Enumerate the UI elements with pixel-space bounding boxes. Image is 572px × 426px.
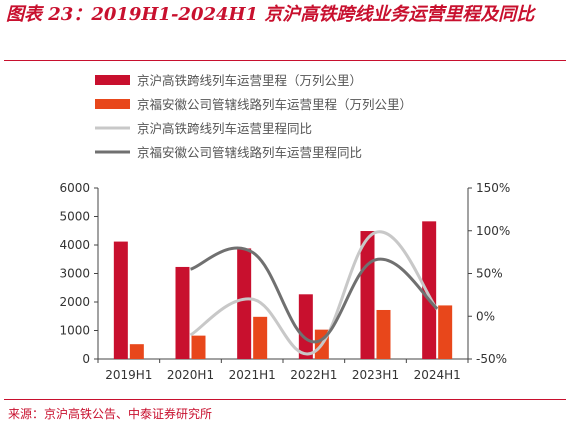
legend-swatch-2 xyxy=(95,99,130,109)
y-left-tick-label: 3000 xyxy=(59,267,90,281)
bar-series1-2024H1 xyxy=(422,221,437,359)
bar-series2-2020H1 xyxy=(191,335,206,359)
bar-series2-2023H1 xyxy=(376,309,391,359)
bar-series1-2023H1 xyxy=(360,231,375,359)
bar-series2-2019H1 xyxy=(129,344,144,359)
line-series3 xyxy=(189,230,439,356)
bars xyxy=(113,221,453,359)
bar-series1-2022H1 xyxy=(298,294,313,359)
y-right-tick-label: 50% xyxy=(476,267,503,281)
legend-label-1: 京沪高铁跨线列车运营里程（万列公里） xyxy=(137,73,362,88)
x-tick-label: 2020H1 xyxy=(167,368,214,382)
legend-label-2: 京福安徽公司管辖线路列车运营里程（万列公里） xyxy=(137,97,412,112)
y-right-tick-label: 0% xyxy=(476,309,495,323)
y-left-tick-label: 0 xyxy=(82,352,90,366)
legend-label-3: 京沪高铁跨线列车运营里程同比 xyxy=(137,121,312,136)
bar-series2-2021H1 xyxy=(253,316,268,359)
y-left-tick-label: 2000 xyxy=(59,295,90,309)
title-divider xyxy=(4,60,566,61)
line-series4 xyxy=(189,246,439,344)
y-right-tick-label: 150% xyxy=(476,181,510,195)
axes: 0 1000 2000 3000 4000 5000 6000 -50% 0% 50% 100% 15… xyxy=(59,181,510,382)
x-tick-label: 2023H1 xyxy=(352,368,399,382)
bar-series1-2021H1 xyxy=(237,248,252,359)
y-left-tick-label: 4000 xyxy=(59,238,90,252)
chart-title: 图表 23：2019H1-2024H1 京沪高铁跨线业务运营里程及同比 xyxy=(6,4,535,25)
legend: 京沪高铁跨线列车运营里程（万列公里） 京福安徽公司管辖线路列车运营里程（万列公里）… xyxy=(95,73,412,160)
lines xyxy=(189,230,439,356)
bar-series1-2020H1 xyxy=(175,266,190,359)
bar-series2-2024H1 xyxy=(438,305,453,359)
y-left-tick-label: 6000 xyxy=(59,181,90,195)
source-note: 来源：京沪高铁公告、中泰证券研究所 xyxy=(8,407,213,421)
bar-series1-2019H1 xyxy=(113,241,128,359)
x-tick-label: 2019H1 xyxy=(105,368,152,382)
y-right-tick-label: 100% xyxy=(476,224,510,238)
legend-swatch-1 xyxy=(95,75,130,85)
legend-label-4: 京福安徽公司管辖线路列车运营里程同比 xyxy=(137,145,362,160)
x-tick-label: 2021H1 xyxy=(229,368,276,382)
source-divider xyxy=(4,399,566,400)
y-left-tick-label: 1000 xyxy=(59,324,90,338)
x-tick-label: 2022H1 xyxy=(290,368,337,382)
y-right-tick-label: -50% xyxy=(476,352,507,366)
y-left-tick-label: 5000 xyxy=(59,210,90,224)
x-tick-label: 2024H1 xyxy=(414,368,461,382)
